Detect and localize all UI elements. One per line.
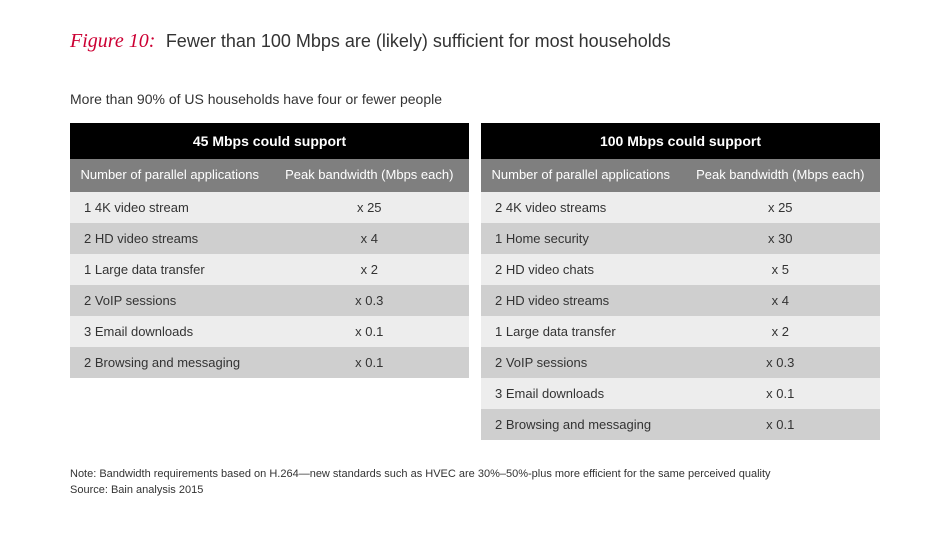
table-row: 2 Browsing and messaging x 0.1 (70, 347, 469, 378)
col-header-bandwidth: Peak bandwidth (Mbps each) (270, 159, 470, 192)
cell-bw: x 25 (681, 192, 881, 223)
cell-bw: x 2 (681, 316, 881, 347)
tables-container: 45 Mbps could support Number of parallel… (70, 123, 880, 440)
table-row: 2 VoIP sessions x 0.3 (481, 347, 880, 378)
cell-app: 2 HD video streams (481, 285, 681, 316)
cell-app: 3 Email downloads (481, 378, 681, 409)
col-header-bandwidth: Peak bandwidth (Mbps each) (681, 159, 881, 192)
table-row: 2 HD video streams x 4 (481, 285, 880, 316)
table-row: 2 Browsing and messaging x 0.1 (481, 409, 880, 440)
table-row: 2 HD video chats x 5 (481, 254, 880, 285)
cell-bw: x 5 (681, 254, 881, 285)
figure-caption: Fewer than 100 Mbps are (likely) suffici… (166, 31, 671, 51)
table-row: 1 Home security x 30 (481, 223, 880, 254)
table-row: 1 Large data transfer x 2 (481, 316, 880, 347)
cell-bw: x 4 (270, 223, 470, 254)
cell-app: 1 Large data transfer (481, 316, 681, 347)
col-header-apps: Number of parallel applications (481, 159, 681, 192)
table-title: 100 Mbps could support (481, 123, 880, 159)
cell-app: 1 Home security (481, 223, 681, 254)
cell-bw: x 2 (270, 254, 470, 285)
table-100mbps: 100 Mbps could support Number of paralle… (481, 123, 880, 440)
cell-app: 2 HD video chats (481, 254, 681, 285)
table-title: 45 Mbps could support (70, 123, 469, 159)
cell-bw: x 30 (681, 223, 881, 254)
table-row: 1 4K video stream x 25 (70, 192, 469, 223)
cell-bw: x 0.3 (270, 285, 470, 316)
col-header-apps: Number of parallel applications (70, 159, 270, 192)
cell-app: 2 Browsing and messaging (481, 409, 681, 440)
figure-title: Figure 10: Fewer than 100 Mbps are (like… (70, 30, 880, 53)
footnote-source: Source: Bain analysis 2015 (70, 482, 880, 499)
table-row: 2 4K video streams x 25 (481, 192, 880, 223)
cell-bw: x 0.1 (270, 347, 470, 378)
table-row: 3 Email downloads x 0.1 (70, 316, 469, 347)
cell-app: 2 VoIP sessions (481, 347, 681, 378)
table-45mbps: 45 Mbps could support Number of parallel… (70, 123, 469, 378)
cell-app: 2 VoIP sessions (70, 285, 270, 316)
cell-app: 3 Email downloads (70, 316, 270, 347)
cell-app: 1 Large data transfer (70, 254, 270, 285)
figure-label: Figure 10: (70, 30, 155, 52)
table-row: 3 Email downloads x 0.1 (481, 378, 880, 409)
cell-bw: x 0.1 (681, 409, 881, 440)
cell-app: 2 HD video streams (70, 223, 270, 254)
cell-app: 1 4K video stream (70, 192, 270, 223)
cell-app: 2 Browsing and messaging (70, 347, 270, 378)
footnote-note: Note: Bandwidth requirements based on H.… (70, 466, 880, 483)
cell-app: 2 4K video streams (481, 192, 681, 223)
subtitle: More than 90% of US households have four… (70, 91, 880, 107)
table-row: 2 HD video streams x 4 (70, 223, 469, 254)
cell-bw: x 0.1 (270, 316, 470, 347)
cell-bw: x 0.1 (681, 378, 881, 409)
cell-bw: x 25 (270, 192, 470, 223)
footnote: Note: Bandwidth requirements based on H.… (70, 466, 880, 499)
cell-bw: x 4 (681, 285, 881, 316)
cell-bw: x 0.3 (681, 347, 881, 378)
table-row: 2 VoIP sessions x 0.3 (70, 285, 469, 316)
table-row: 1 Large data transfer x 2 (70, 254, 469, 285)
